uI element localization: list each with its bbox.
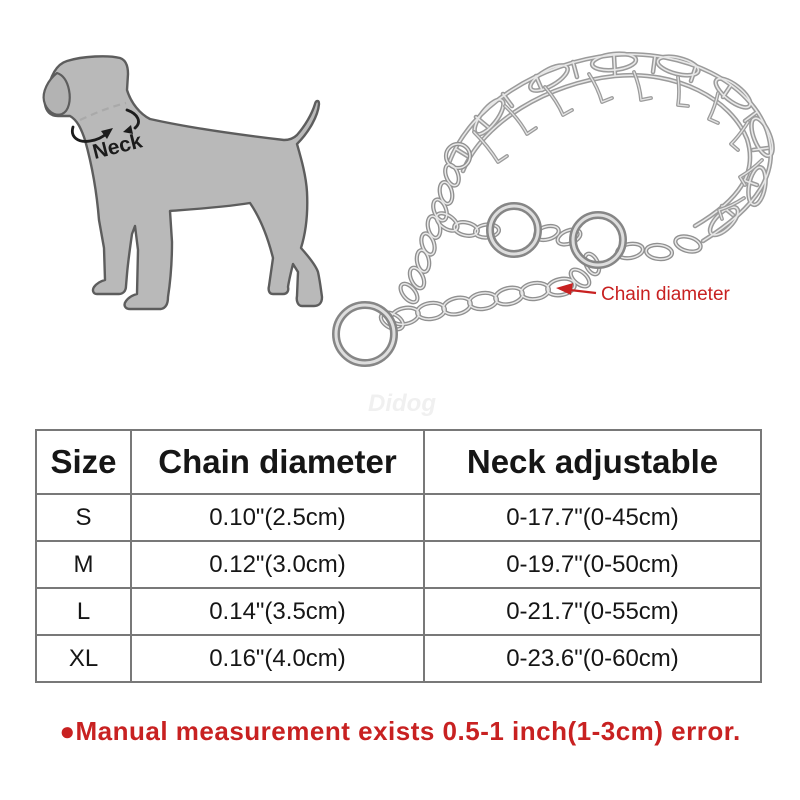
table-row: L 0.14"(3.5cm) 0-21.7"(0-55cm) (35, 587, 762, 636)
cell-neck-adjustable: 0-23.6"(0-60cm) (423, 634, 762, 683)
measurement-diagram: Neck Chain diameter Didog (42, 0, 800, 417)
cell-neck-adjustable: 0-17.7"(0-45cm) (423, 493, 762, 542)
header-neck-adjustable: Neck adjustable (423, 429, 762, 495)
cell-size: S (35, 493, 132, 542)
neck-arrow-right-head (123, 125, 133, 134)
size-table: Size Chain diameter Neck adjustable S 0.… (35, 429, 762, 683)
cell-size: L (35, 587, 132, 636)
chain-diameter-label: Chain diameter (601, 284, 731, 305)
chain-diameter-arrow-line (569, 288, 597, 295)
measurement-error-note: ●Manual measurement exists 0.5-1 inch(1-… (59, 716, 741, 746)
table-row: S 0.10"(2.5cm) 0-17.7"(0-45cm) (35, 493, 762, 542)
table-row: XL 0.16"(4.0cm) 0-23.6"(0-60cm) (35, 634, 762, 683)
table-row: M 0.12"(3.0cm) 0-19.7"(0-50cm) (35, 540, 762, 589)
cell-size: XL (35, 634, 132, 683)
cell-chain-diameter: 0.14"(3.5cm) (130, 587, 425, 636)
header-size: Size (35, 429, 132, 495)
header-chain-diameter: Chain diameter (130, 429, 425, 495)
cell-chain-diameter: 0.16"(4.0cm) (130, 634, 425, 683)
cell-chain-diameter: 0.12"(3.0cm) (130, 540, 425, 589)
chain-diameter-arrow-head (556, 283, 573, 295)
neck-arrow-left (70, 125, 109, 143)
neck-arrow-left-head (101, 128, 113, 139)
neck-arrow-right (125, 108, 140, 130)
dog-ear-shape (42, 71, 71, 116)
prong-collar-photo (336, 52, 777, 363)
brand-watermark: Didog (368, 390, 436, 417)
table-header-row: Size Chain diameter Neck adjustable (35, 429, 762, 495)
chain-diameter-annotation: Chain diameter (556, 283, 731, 305)
neck-dashed-line (79, 101, 127, 121)
cell-size: M (35, 540, 132, 589)
dog-body-shape (43, 55, 324, 311)
dog-silhouette (42, 55, 324, 311)
cell-neck-adjustable: 0-21.7"(0-55cm) (423, 587, 762, 636)
cell-neck-adjustable: 0-19.7"(0-50cm) (423, 540, 762, 589)
cell-chain-diameter: 0.10"(2.5cm) (130, 493, 425, 542)
